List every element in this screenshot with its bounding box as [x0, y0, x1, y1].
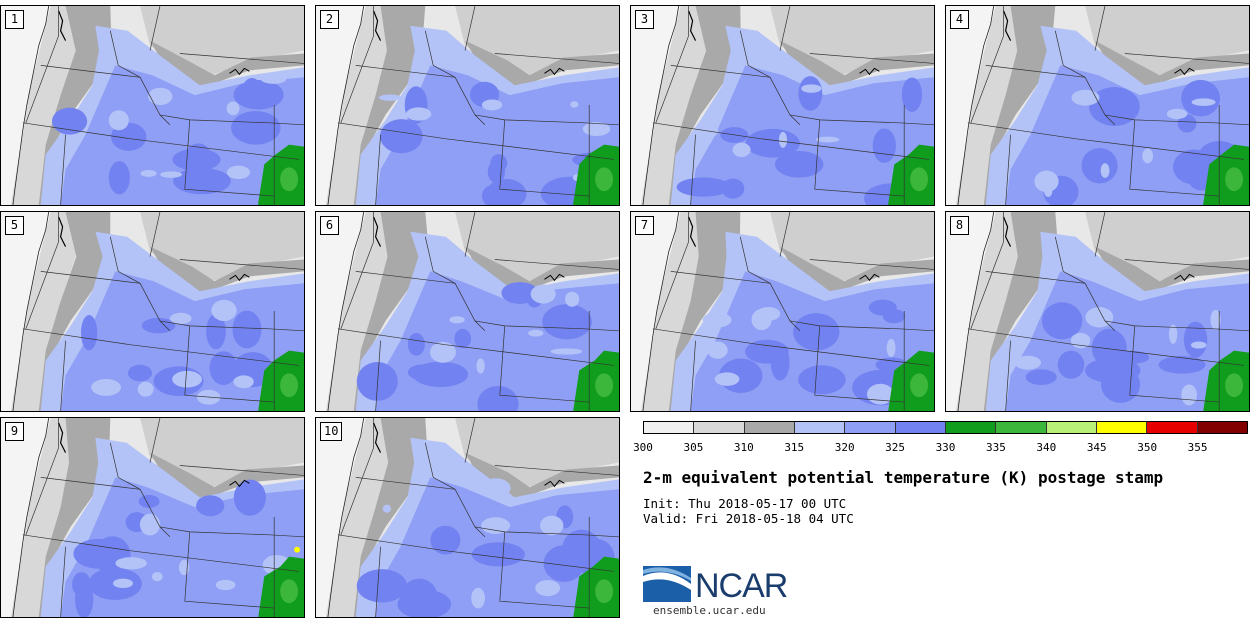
- colorbar-swatch: [1197, 422, 1247, 433]
- ncar-logo-icon: [643, 566, 691, 602]
- colorbar-tick-label: 315: [784, 441, 805, 454]
- colorbar-tick-label: 350: [1137, 441, 1158, 454]
- member-number-label: 2: [320, 10, 339, 29]
- logo-text: NCAR: [695, 567, 788, 605]
- init-time: Init: Thu 2018-05-17 00 UTC: [643, 496, 847, 511]
- theta-e-map: [946, 6, 1249, 205]
- member-number-label: 9: [5, 422, 24, 441]
- ensemble-member-panel: 7: [630, 211, 935, 412]
- colorbar-swatch: [996, 422, 1047, 433]
- ensemble-member-panel: 6: [315, 211, 620, 412]
- colorbar-tick-label: 335: [985, 441, 1006, 454]
- colorbar-tick-label: 340: [1036, 441, 1057, 454]
- ensemble-member-panel: 9: [0, 417, 305, 618]
- colorbar-swatch: [1147, 422, 1198, 433]
- theta-e-map: [946, 212, 1249, 411]
- colorbar: [643, 421, 1248, 434]
- page-title: 2-m equivalent potential temperature (K)…: [643, 468, 1164, 487]
- ensemble-member-panel: 3: [630, 5, 935, 206]
- member-number-label: 4: [950, 10, 969, 29]
- colorbar-tick-label: 355: [1187, 441, 1208, 454]
- colorbar-tick-label: 320: [834, 441, 855, 454]
- colorbar-tick-label: 345: [1086, 441, 1107, 454]
- theta-e-map: [631, 212, 934, 411]
- member-number-label: 1: [5, 10, 24, 29]
- colorbar-tick-label: 310: [733, 441, 754, 454]
- colorbar-tick-label: 300: [633, 441, 653, 454]
- ensemble-member-panel: 4: [945, 5, 1250, 206]
- colorbar-tick-label: 305: [683, 441, 704, 454]
- theta-e-map: [316, 6, 619, 205]
- colorbar-swatch: [744, 422, 795, 433]
- ensemble-member-panel: 8: [945, 211, 1250, 412]
- theta-e-map: [631, 6, 934, 205]
- member-number-label: 8: [950, 216, 969, 235]
- colorbar-swatch: [945, 422, 997, 433]
- theta-e-map: [316, 212, 619, 411]
- colorbar-swatch: [644, 422, 695, 433]
- colorbar-swatch: [1096, 422, 1148, 433]
- member-number-label: 7: [635, 216, 654, 235]
- site-url: ensemble.ucar.edu: [653, 604, 766, 617]
- colorbar-tick-label: 325: [885, 441, 906, 454]
- colorbar-swatch: [1046, 422, 1097, 433]
- member-number-label: 6: [320, 216, 339, 235]
- colorbar-swatch: [694, 422, 745, 433]
- colorbar-ticks: 300 305 310 315 320 325 330 335 340 345 350 355: [633, 441, 1248, 455]
- ensemble-member-panel: 10: [315, 417, 620, 618]
- colorbar-swatch: [895, 422, 946, 433]
- theta-e-map: [1, 212, 304, 411]
- member-number-label: 3: [635, 10, 654, 29]
- valid-time: Valid: Fri 2018-05-18 04 UTC: [643, 511, 854, 526]
- theta-e-map: [316, 418, 619, 617]
- colorbar-swatch: [794, 422, 846, 433]
- ensemble-member-panel: 5: [0, 211, 305, 412]
- colorbar-tick-label: 330: [935, 441, 956, 454]
- member-number-label: 5: [5, 216, 24, 235]
- theta-e-map: [1, 418, 304, 617]
- ensemble-member-panel: 2: [315, 5, 620, 206]
- ensemble-member-panel: 1: [0, 5, 305, 206]
- theta-e-map: [1, 6, 304, 205]
- member-number-label: 10: [320, 422, 343, 441]
- colorbar-swatch: [845, 422, 896, 433]
